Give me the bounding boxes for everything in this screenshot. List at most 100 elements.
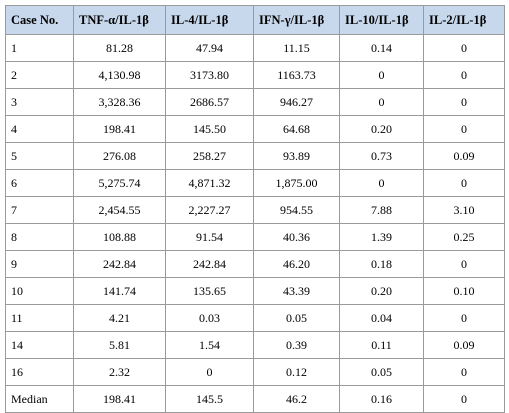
cell-il-10: 0 [339, 169, 424, 197]
cell-il-4: 0 [165, 358, 254, 386]
table-row: 16 2.32 0 0.12 0.05 0 [5, 358, 505, 386]
table-row: 11 4.21 0.03 0.05 0.04 0 [5, 304, 505, 332]
cell-tnf-alpha: 5,275.74 [73, 169, 166, 197]
cell-il-4: 3173.80 [165, 61, 254, 89]
cell-tnf-alpha: 276.08 [73, 142, 166, 170]
cell-il-10: 7.88 [339, 196, 424, 224]
table-row: 9 242.84 242.84 46.20 0.18 0 [5, 250, 505, 278]
cell-il-4: 258.27 [165, 142, 254, 170]
cell-case-no: 3 [5, 88, 74, 116]
cell-ifn-gamma: 0.12 [253, 358, 340, 386]
cell-il-10: 0.11 [339, 331, 424, 359]
cell-il-2: 0 [423, 34, 505, 62]
data-table-container: Case No. TNF-α/IL-1β IL-4/IL-1β IFN-γ/IL… [5, 5, 505, 413]
table-row: 10 141.74 135.65 43.39 0.20 0.10 [5, 277, 505, 305]
cell-case-no: 16 [5, 358, 74, 386]
cell-case-no: 14 [5, 331, 74, 359]
cell-il-4: 1.54 [165, 331, 254, 359]
cell-tnf-alpha: 198.41 [73, 115, 166, 143]
table-row: 14 5.81 1.54 0.39 0.11 0.09 [5, 331, 505, 359]
cell-case-no: 10 [5, 277, 74, 305]
cell-case-no: 8 [5, 223, 74, 251]
cell-case-no: 7 [5, 196, 74, 224]
header-il-4: IL-4/IL-1β [165, 5, 254, 35]
cell-ifn-gamma: 1,875.00 [253, 169, 340, 197]
table-body: 1 81.28 47.94 11.15 0.14 0 2 4,130.98 3173.80 116… [5, 34, 505, 413]
cell-il-2: 0 [423, 304, 505, 332]
cell-il-10: 0 [339, 61, 424, 89]
cell-tnf-alpha: 81.28 [73, 34, 166, 62]
table-row: 5 276.08 258.27 93.89 0.73 0.09 [5, 142, 505, 170]
cell-ifn-gamma: 946.27 [253, 88, 340, 116]
cell-ifn-gamma: 93.89 [253, 142, 340, 170]
cell-il-10: 0.73 [339, 142, 424, 170]
table-row: 4 198.41 145.50 64.68 0.20 0 [5, 115, 505, 143]
table-row: 1 81.28 47.94 11.15 0.14 0 [5, 34, 505, 62]
cell-il-4: 91.54 [165, 223, 254, 251]
cell-il-10: 0.16 [339, 385, 424, 413]
cell-tnf-alpha: 2.32 [73, 358, 166, 386]
cell-il-10: 1.39 [339, 223, 424, 251]
cell-il-2: 0.10 [423, 277, 505, 305]
cell-il-4: 242.84 [165, 250, 254, 278]
cell-ifn-gamma: 46.2 [253, 385, 340, 413]
cell-tnf-alpha: 141.74 [73, 277, 166, 305]
cell-il-4: 2,227.27 [165, 196, 254, 224]
cell-case-no: 4 [5, 115, 74, 143]
cell-il-4: 2686.57 [165, 88, 254, 116]
cell-il-2: 0 [423, 61, 505, 89]
cell-tnf-alpha: 198.41 [73, 385, 166, 413]
cell-il-2: 0 [423, 115, 505, 143]
header-il-10: IL-10/IL-1β [339, 5, 424, 35]
cell-ifn-gamma: 64.68 [253, 115, 340, 143]
table-row: 3 3,328.36 2686.57 946.27 0 0 [5, 88, 505, 116]
cell-il-10: 0.20 [339, 115, 424, 143]
cell-il-2: 0 [423, 250, 505, 278]
cell-ifn-gamma: 1163.73 [253, 61, 340, 89]
cell-il-10: 0.04 [339, 304, 424, 332]
cell-il-2: 0.09 [423, 331, 505, 359]
cell-il-10: 0 [339, 88, 424, 116]
cell-il-2: 0 [423, 358, 505, 386]
cell-il-10: 0.14 [339, 34, 424, 62]
header-row: Case No. TNF-α/IL-1β IL-4/IL-1β IFN-γ/IL… [5, 5, 505, 35]
cell-il-4: 145.5 [165, 385, 254, 413]
cell-il-4: 145.50 [165, 115, 254, 143]
table-row: 6 5,275.74 4,871.32 1,875.00 0 0 [5, 169, 505, 197]
cell-ifn-gamma: 11.15 [253, 34, 340, 62]
cell-case-no: 6 [5, 169, 74, 197]
cell-case-no: 9 [5, 250, 74, 278]
cell-il-10: 0.18 [339, 250, 424, 278]
table-row: 8 108.88 91.54 40.36 1.39 0.25 [5, 223, 505, 251]
header-case-no: Case No. [5, 5, 74, 35]
cell-il-4: 0.03 [165, 304, 254, 332]
cell-tnf-alpha: 4,130.98 [73, 61, 166, 89]
cell-case-no: 2 [5, 61, 74, 89]
cell-il-10: 0.05 [339, 358, 424, 386]
cell-ifn-gamma: 40.36 [253, 223, 340, 251]
cell-case-no: 11 [5, 304, 74, 332]
cell-il-10: 0.20 [339, 277, 424, 305]
header-tnf-alpha: TNF-α/IL-1β [73, 5, 166, 35]
cell-tnf-alpha: 242.84 [73, 250, 166, 278]
header-il-2: IL-2/IL-1β [423, 5, 505, 35]
cell-tnf-alpha: 2,454.55 [73, 196, 166, 224]
cell-tnf-alpha: 4.21 [73, 304, 166, 332]
cell-ifn-gamma: 0.05 [253, 304, 340, 332]
cell-ifn-gamma: 954.55 [253, 196, 340, 224]
cell-case-no: 5 [5, 142, 74, 170]
cell-il-4: 4,871.32 [165, 169, 254, 197]
cell-il-2: 3.10 [423, 196, 505, 224]
cell-tnf-alpha: 108.88 [73, 223, 166, 251]
cell-ifn-gamma: 43.39 [253, 277, 340, 305]
table-header: Case No. TNF-α/IL-1β IL-4/IL-1β IFN-γ/IL… [5, 5, 505, 35]
cell-case-no: Median [5, 385, 74, 413]
cell-il-2: 0 [423, 385, 505, 413]
cell-il-4: 47.94 [165, 34, 254, 62]
cell-ifn-gamma: 46.20 [253, 250, 340, 278]
cell-il-2: 0 [423, 169, 505, 197]
cell-il-2: 0.25 [423, 223, 505, 251]
table-row: 2 4,130.98 3173.80 1163.73 0 0 [5, 61, 505, 89]
cell-ifn-gamma: 0.39 [253, 331, 340, 359]
cell-tnf-alpha: 3,328.36 [73, 88, 166, 116]
